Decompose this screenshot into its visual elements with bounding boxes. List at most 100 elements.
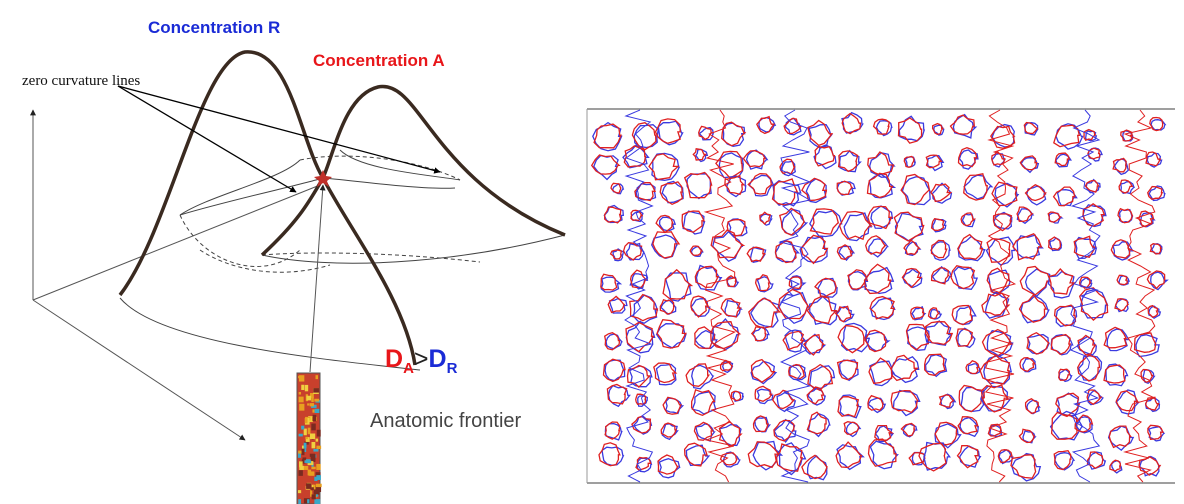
contour — [604, 359, 626, 381]
speckle — [316, 464, 320, 470]
speckle — [304, 429, 307, 436]
contour — [626, 321, 654, 353]
speckle — [310, 433, 315, 439]
contour — [875, 426, 892, 441]
speckle — [313, 449, 318, 452]
speckle — [311, 424, 315, 431]
contour — [658, 121, 682, 145]
d-r-sub: R — [447, 360, 458, 377]
d-a: D — [385, 345, 403, 373]
contour — [840, 151, 861, 172]
contour — [611, 183, 621, 193]
pattern-panel — [587, 109, 1175, 483]
speckle — [313, 415, 317, 422]
bell-curves — [120, 52, 565, 365]
speckle — [307, 403, 309, 405]
contour — [935, 422, 957, 445]
contour — [658, 455, 678, 474]
speckle — [299, 404, 304, 411]
contour — [926, 322, 953, 345]
axes — [33, 110, 320, 440]
contour — [757, 277, 772, 292]
speckle — [299, 375, 304, 381]
speckle — [304, 443, 307, 449]
speckle — [313, 388, 319, 393]
contour — [755, 386, 772, 401]
speckle — [310, 454, 315, 457]
contour — [901, 175, 929, 205]
speckle — [298, 470, 302, 476]
contour — [891, 391, 917, 413]
speckle — [308, 470, 311, 476]
label-zero-curvature: zero curvature lines — [22, 73, 140, 89]
critical-point — [314, 170, 332, 187]
speckle — [306, 483, 311, 489]
figure: Concentration R Concentration A zero cur… — [0, 0, 1184, 504]
label-frontier: Anatomic frontier — [370, 410, 522, 432]
d-r: D — [429, 345, 447, 373]
speckle — [301, 385, 304, 390]
contour — [1011, 455, 1036, 478]
speckle — [299, 392, 301, 395]
d-a-sub: A — [403, 360, 414, 377]
speckle — [314, 489, 320, 494]
contour — [685, 173, 712, 198]
speckle — [299, 466, 304, 470]
speckle — [316, 446, 321, 449]
speckle — [312, 494, 316, 499]
contour — [747, 247, 764, 261]
speckle — [306, 396, 311, 401]
contour — [779, 290, 809, 319]
contour — [719, 153, 743, 178]
pointer-arrows — [118, 86, 440, 192]
speckle — [301, 426, 304, 430]
speckle — [312, 442, 316, 448]
contour — [837, 181, 852, 194]
contour — [904, 156, 914, 167]
contour — [868, 152, 894, 175]
contour — [1115, 299, 1128, 311]
contour — [1078, 335, 1095, 355]
speckle — [316, 439, 318, 442]
speckle — [299, 397, 304, 403]
speckle — [304, 460, 310, 463]
speckle — [316, 494, 318, 496]
surface-lines — [120, 150, 565, 370]
contour — [991, 126, 1015, 148]
speckle — [298, 490, 301, 493]
speckle — [314, 477, 317, 481]
contour — [956, 306, 976, 324]
contour — [866, 236, 886, 254]
contour — [1135, 333, 1156, 352]
speckle — [307, 499, 309, 503]
tissue-column — [297, 373, 322, 504]
contour — [958, 417, 978, 434]
speckle — [311, 397, 313, 402]
contour — [784, 118, 801, 133]
contour — [657, 324, 686, 348]
speckle — [312, 409, 314, 412]
speckle — [316, 484, 322, 487]
contour — [893, 391, 919, 416]
speckle — [311, 487, 314, 490]
contour — [605, 207, 621, 223]
speckle — [302, 449, 305, 455]
contour — [919, 443, 946, 471]
contour — [711, 230, 743, 258]
speckle — [308, 428, 311, 435]
speckle — [314, 499, 320, 504]
speckle — [311, 467, 315, 470]
label-concentration-a: Concentration A — [313, 51, 445, 70]
speckle — [305, 385, 308, 391]
frontier-pointer — [310, 185, 323, 372]
contour — [682, 211, 704, 232]
speckle — [298, 499, 301, 504]
speckle — [299, 434, 303, 437]
speckle — [310, 403, 314, 406]
diffusion-inequality: DA>DR — [385, 345, 458, 377]
contour — [721, 453, 737, 465]
operator: > — [414, 345, 429, 373]
contour — [602, 447, 623, 465]
contour — [1051, 335, 1070, 355]
speckle — [315, 375, 318, 379]
